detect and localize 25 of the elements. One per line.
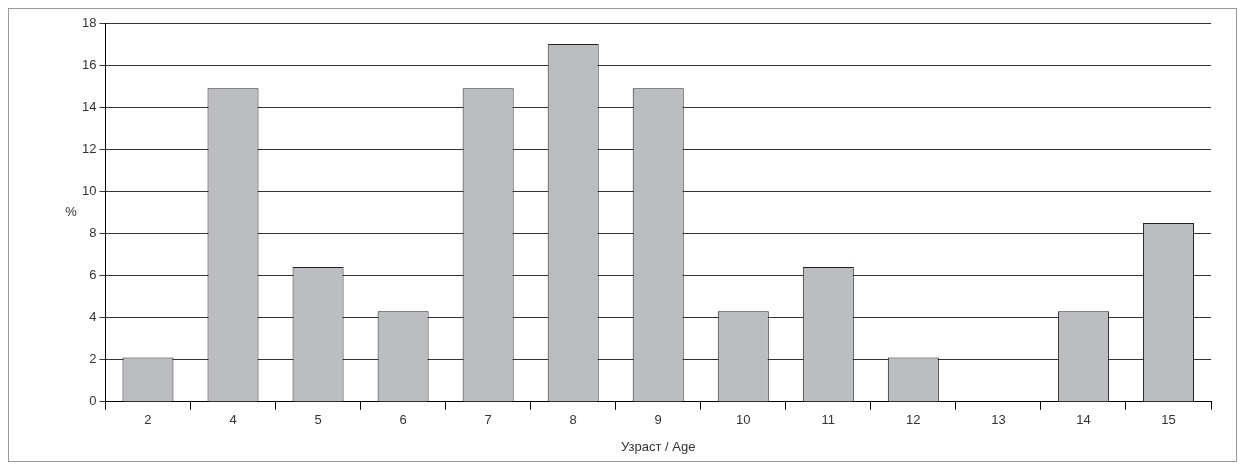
y-tick-label: 18 (81, 14, 97, 30)
y-tick-label: 2 (89, 351, 97, 367)
x-axis-title: Узраст / Age (621, 438, 696, 454)
y-tick-label: 12 (81, 140, 97, 156)
x-tick-label: 7 (484, 412, 492, 428)
y-tick-label: 14 (81, 98, 97, 114)
x-tick-label: 8 (569, 412, 577, 428)
x-tick-label: 11 (821, 412, 836, 428)
y-tick-label: 8 (89, 225, 97, 241)
y-tick-label: 6 (89, 267, 97, 283)
x-tick-label: 13 (991, 412, 1006, 428)
y-tick-label: 0 (89, 393, 97, 409)
y-axis-title: % (65, 203, 78, 219)
y-tick-label: 10 (81, 182, 97, 198)
x-tick-label: 15 (1161, 412, 1176, 428)
x-tick-label: 12 (906, 412, 921, 428)
x-tick-label: 9 (654, 412, 662, 428)
x-tick-label: 2 (144, 412, 152, 428)
x-tick-label: 14 (1076, 412, 1091, 428)
x-tick-label: 6 (399, 412, 407, 428)
x-tick-label: 5 (314, 412, 322, 428)
y-tick-label: 16 (81, 56, 97, 72)
x-tick-label: 4 (229, 412, 237, 428)
x-tick-label: 10 (736, 412, 751, 428)
y-tick-label: 4 (89, 309, 97, 325)
